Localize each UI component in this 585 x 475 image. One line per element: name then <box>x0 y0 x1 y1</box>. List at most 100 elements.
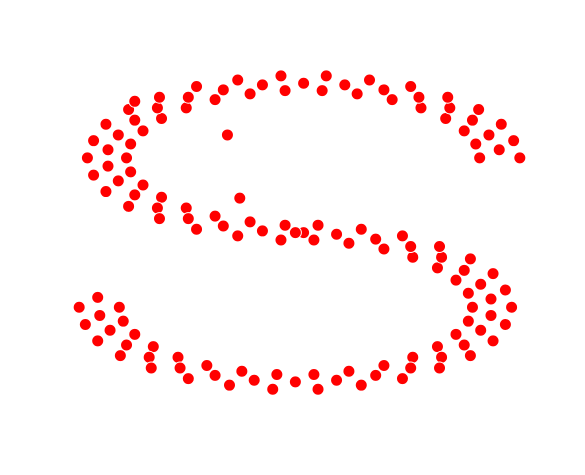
point <box>87 168 101 182</box>
point <box>330 227 344 241</box>
point <box>369 232 383 246</box>
point <box>395 229 409 243</box>
point <box>144 361 158 375</box>
point <box>181 90 195 104</box>
point <box>171 350 185 364</box>
point <box>150 201 164 215</box>
point <box>122 199 136 213</box>
point <box>78 317 92 331</box>
point <box>461 314 475 328</box>
point <box>414 101 428 115</box>
point <box>404 361 418 375</box>
point <box>278 218 292 232</box>
point <box>111 128 125 142</box>
point <box>354 378 368 392</box>
point <box>247 373 261 387</box>
point <box>342 364 356 378</box>
point <box>288 226 302 240</box>
point <box>449 327 463 341</box>
point <box>377 83 391 97</box>
point <box>474 323 488 337</box>
point <box>404 80 418 94</box>
point <box>395 372 409 386</box>
point <box>498 283 512 297</box>
point <box>457 124 471 138</box>
point <box>112 300 126 314</box>
point <box>128 188 142 202</box>
point <box>231 229 245 243</box>
point <box>354 222 368 236</box>
point <box>124 165 138 179</box>
point <box>494 117 508 131</box>
point <box>463 349 477 363</box>
point <box>469 137 483 151</box>
point <box>93 308 107 322</box>
point <box>72 300 86 314</box>
point <box>274 69 288 83</box>
point <box>274 233 288 247</box>
point <box>482 128 496 142</box>
point <box>307 368 321 382</box>
point <box>311 218 325 232</box>
point <box>243 215 257 229</box>
point <box>486 334 500 348</box>
point <box>152 212 166 226</box>
point <box>338 78 352 92</box>
point <box>505 300 519 314</box>
point <box>91 290 105 304</box>
point <box>350 87 364 101</box>
scatter-points <box>72 69 527 396</box>
point <box>266 382 280 396</box>
point <box>412 90 426 104</box>
point <box>208 93 222 107</box>
point <box>406 250 420 264</box>
point <box>179 201 193 215</box>
point <box>342 236 356 250</box>
point <box>128 327 142 341</box>
point <box>142 350 156 364</box>
point <box>449 273 463 287</box>
point <box>181 212 195 226</box>
point <box>113 349 127 363</box>
point <box>116 314 130 328</box>
point <box>484 292 498 306</box>
point <box>208 368 222 382</box>
point <box>433 361 447 375</box>
point <box>507 134 521 148</box>
point <box>465 300 479 314</box>
point <box>435 350 449 364</box>
point <box>255 78 269 92</box>
point <box>128 94 142 108</box>
point <box>319 69 333 83</box>
point <box>216 219 230 233</box>
point <box>220 128 234 142</box>
point <box>278 84 292 98</box>
point <box>190 222 204 236</box>
point <box>99 185 113 199</box>
point <box>513 151 527 165</box>
point <box>208 209 222 223</box>
point <box>465 113 479 127</box>
point <box>80 151 94 165</box>
point <box>315 84 329 98</box>
point <box>136 124 150 138</box>
point <box>200 358 214 372</box>
point <box>101 143 115 157</box>
point <box>463 252 477 266</box>
point <box>311 382 325 396</box>
point <box>297 76 311 90</box>
point <box>404 240 418 254</box>
point <box>474 277 488 291</box>
point <box>173 361 187 375</box>
point <box>128 113 142 127</box>
point <box>101 159 115 173</box>
point <box>435 250 449 264</box>
point <box>235 364 249 378</box>
point <box>124 137 138 151</box>
point <box>377 358 391 372</box>
point <box>91 334 105 348</box>
point <box>498 317 512 331</box>
point <box>99 117 113 131</box>
